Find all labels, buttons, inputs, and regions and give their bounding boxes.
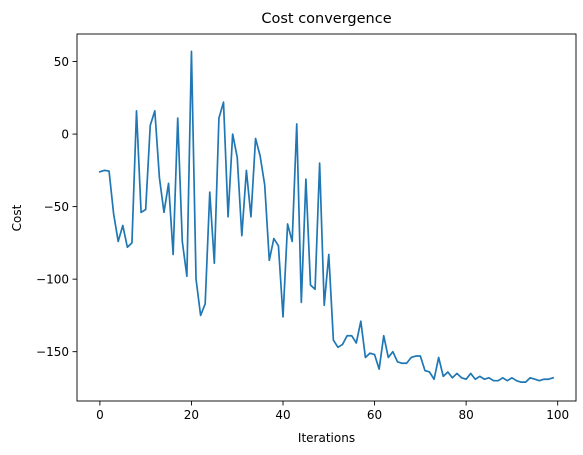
cost-series-line <box>98 50 555 383</box>
y-tick-label: −100 <box>36 272 69 286</box>
y-axis-title: Cost <box>10 204 24 231</box>
y-tick-label: 0 <box>61 127 69 141</box>
x-tick-label: 20 <box>184 408 199 422</box>
axes-frame <box>76 33 577 402</box>
chart-title: Cost convergence <box>261 11 391 27</box>
x-tick-label: 0 <box>96 408 104 422</box>
x-axis-title: Iterations <box>298 431 355 445</box>
x-tick-label: 60 <box>367 408 382 422</box>
plot-area: 0 20 40 60 80 100 50 0 −50 −100 −150 <box>36 33 577 422</box>
y-tick-label: −150 <box>36 345 69 359</box>
x-tick-label: 100 <box>546 408 569 422</box>
x-tick-label: 40 <box>275 408 290 422</box>
x-tick-label: 80 <box>458 408 473 422</box>
y-tick-label: 50 <box>54 55 69 69</box>
y-tick-label: −50 <box>44 200 69 214</box>
